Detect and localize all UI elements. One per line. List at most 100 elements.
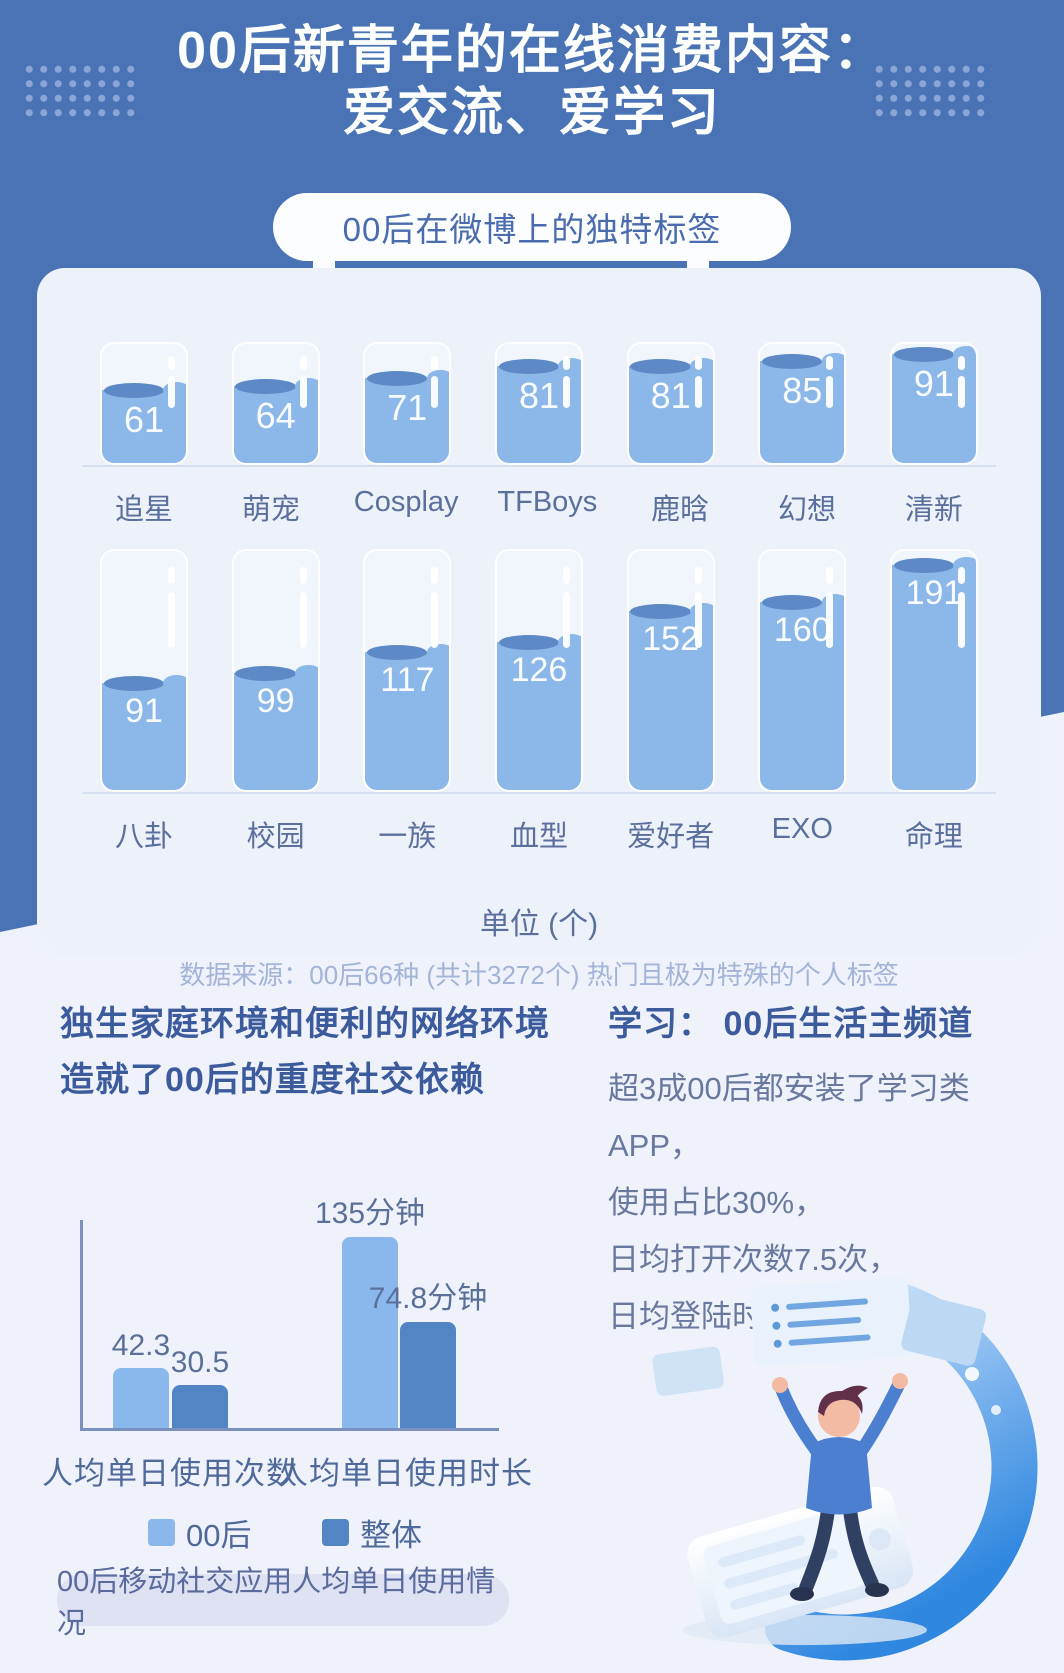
- cup-category-label: 幻想: [778, 494, 837, 526]
- section-heading-line1: 独生家庭环境和便利的网络环境: [60, 1005, 550, 1043]
- legend-label: 00后: [186, 1518, 252, 1553]
- bar-value-label: 30.5: [170, 1346, 230, 1379]
- dots-pattern-left-icon: [22, 62, 142, 120]
- glass-shine-icon: [694, 592, 702, 648]
- cup-category-label: 一族: [378, 821, 437, 853]
- cup-category-label: 血型: [509, 821, 568, 853]
- phone-person-illustration: [640, 1258, 1064, 1673]
- list-bullet-icon: [773, 1339, 782, 1348]
- study-heading: 学习： 00后生活主频道: [608, 1005, 974, 1043]
- cup-value: 85: [782, 369, 823, 411]
- tag-banner: 00后在微博上的独特标签: [273, 193, 791, 261]
- glass-shine-icon: [299, 592, 307, 648]
- water-cup-bar: 71: [363, 342, 452, 465]
- cup-value: 191: [905, 574, 963, 613]
- bar-value-label: 135分钟: [314, 1197, 426, 1230]
- cup-category-label: 八卦: [114, 821, 173, 853]
- person-illustration: [772, 1373, 908, 1601]
- study-line: 日均打开次数7.5次，: [608, 1242, 900, 1277]
- legend-swatch-light: [148, 1519, 175, 1546]
- x-axis-label-duration: 人均单日使用时长: [277, 1456, 533, 1491]
- cups-chart-card: 61 64 71 81 81 85 91 追星 萌宠 Cosplay TFBoys 鹿晗 幻想 清新 9…: [37, 268, 1041, 990]
- page-title: 00后新青年的在线消费内容： 爱交流、爱学习: [0, 20, 1064, 144]
- data-source-note: 数据来源：00后66种 (共计3272个) 热门且极为特殊的个人标签: [179, 960, 899, 990]
- arc-node-icon: [991, 1405, 1001, 1415]
- cup-category-label: 爱好者: [627, 821, 715, 853]
- glass-shine-icon: [431, 376, 439, 408]
- unit-label: 单位 (个): [479, 908, 599, 941]
- list-lines-icon: [786, 1298, 871, 1346]
- water-cup-bar: 99: [231, 549, 320, 792]
- glass-shine-icon: [694, 567, 702, 584]
- water-cup-bar: 191: [889, 549, 978, 792]
- legend-swatch-dark: [322, 1519, 349, 1546]
- cup-value: 99: [256, 682, 295, 721]
- glass-shine-icon: [957, 567, 965, 584]
- cup-category-label: 校园: [246, 821, 305, 853]
- illustration-svg: [652, 1277, 1038, 1661]
- water-cup-bar: 91: [100, 549, 188, 792]
- legend-item-overall: 整体: [322, 1510, 422, 1555]
- cup-labels-row-2: 八卦 校园 一族 血型 爱好者 EXO 命理: [37, 813, 1041, 855]
- usage-bar-整体: 30.5: [171, 1346, 229, 1428]
- cup-value: 64: [255, 395, 296, 437]
- baseline: [82, 792, 996, 794]
- water-cup-bar: 61: [100, 342, 188, 465]
- cup-category-label: 萌宠: [241, 494, 300, 526]
- glass-shine-icon: [957, 356, 965, 370]
- section-heading-line2: 造就了00后的重度社交依赖: [60, 1061, 485, 1099]
- cup-value: 71: [387, 386, 428, 428]
- glass-shine-icon: [957, 592, 965, 648]
- study-line: 超3成00后都安装了学习类APP，: [608, 1071, 970, 1163]
- cup-category-label: Cosplay: [353, 486, 459, 518]
- glass-shine-icon: [826, 356, 834, 370]
- glass-shine-icon: [168, 356, 175, 370]
- usage-bar-00后: 135分钟: [315, 1197, 425, 1428]
- cup-category-label: 追星: [114, 494, 173, 526]
- glass-shine-icon: [957, 376, 965, 408]
- water-cup-bar: 126: [494, 549, 583, 792]
- glass-shine-icon: [168, 567, 175, 584]
- cup-value: 160: [773, 610, 831, 649]
- cup-value: 81: [518, 374, 559, 416]
- water-cup-bar: 160: [758, 549, 847, 792]
- usage-bar-chart: 42.3 30.5 135分钟 74.8分钟: [80, 1197, 499, 1431]
- water-cup-bar: 91: [889, 342, 978, 465]
- glass-shine-icon: [299, 567, 307, 584]
- bar-value-label: 42.3: [111, 1329, 171, 1362]
- glass-shine-icon: [431, 592, 439, 648]
- cup-row-1: 61 64 71 81 81 85 91: [37, 342, 1041, 465]
- hand: [892, 1373, 908, 1389]
- glass-shine-icon: [562, 592, 570, 648]
- glass-shine-icon: [168, 376, 175, 408]
- study-line: 使用占比30%，: [608, 1185, 826, 1220]
- legend-label: 整体: [360, 1518, 422, 1553]
- list-bullet-icon: [771, 1303, 780, 1312]
- chart-caption: 00后移动社交应用人均单日使用情况: [57, 1566, 509, 1640]
- glass-shine-icon: [168, 592, 175, 648]
- water-cup-bar: 64: [231, 342, 320, 465]
- glass-shine-icon: [299, 356, 307, 370]
- cup-value: 81: [650, 374, 691, 416]
- section-heading: 独生家庭环境和便利的网络环境 造就了00后的重度社交依赖: [60, 996, 600, 1108]
- glass-shine-icon: [562, 356, 570, 370]
- cup-labels-row-1: 追星 萌宠 Cosplay TFBoys 鹿晗 幻想 清新: [37, 486, 1041, 528]
- floating-card-main: [750, 1277, 913, 1367]
- glass-shine-icon: [826, 376, 834, 408]
- glass-shine-icon: [694, 356, 702, 370]
- cup-value: 117: [380, 661, 435, 700]
- glass-shine-icon: [431, 356, 439, 370]
- water-cup-bar: 85: [758, 342, 847, 465]
- dots-pattern-right-icon: [872, 62, 992, 120]
- glass-shine-icon: [826, 567, 834, 584]
- legend-item-00hou: 00后: [148, 1510, 251, 1555]
- glass-shine-icon: [694, 376, 702, 408]
- floating-card-right: [901, 1294, 987, 1366]
- hair: [818, 1390, 863, 1416]
- cup-row-2: 91 99 117 126 152 160 191: [37, 549, 1041, 792]
- glass-shine-icon: [299, 376, 307, 408]
- phone-illustration: [683, 1486, 927, 1645]
- cup-value: 152: [642, 620, 699, 658]
- cup-category-label: 清新: [904, 494, 963, 526]
